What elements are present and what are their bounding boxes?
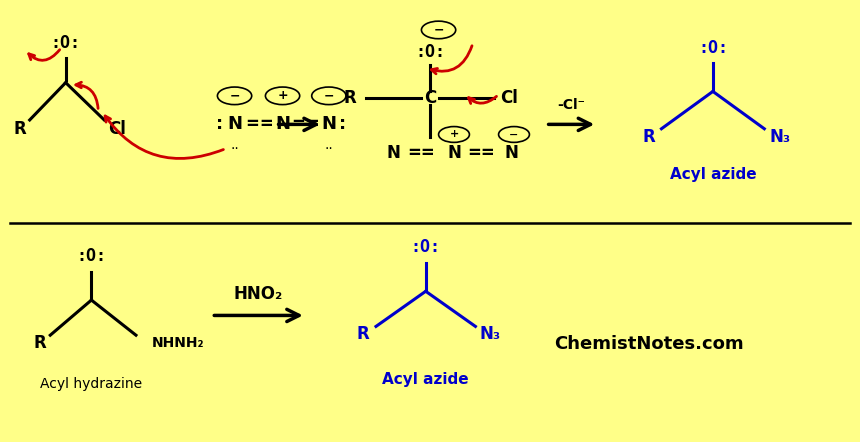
Text: Cl: Cl — [500, 89, 518, 107]
Text: ChemistNotes.com: ChemistNotes.com — [554, 335, 743, 353]
Text: :O:: :O: — [51, 34, 81, 52]
Text: R: R — [344, 89, 357, 107]
Text: -Cl⁻: -Cl⁻ — [557, 98, 586, 112]
Text: N₃: N₃ — [479, 325, 501, 343]
Text: C: C — [424, 89, 436, 107]
Text: HNO₂: HNO₂ — [234, 286, 283, 303]
Text: NHNH₂: NHNH₂ — [151, 335, 204, 350]
Text: N: N — [447, 144, 461, 162]
Text: :: : — [217, 115, 224, 133]
Text: N: N — [505, 144, 519, 162]
Text: ==: == — [468, 144, 495, 162]
Text: :O:: :O: — [415, 43, 445, 61]
Text: −: − — [509, 130, 519, 140]
Text: −: − — [433, 23, 444, 36]
Text: −: − — [230, 89, 240, 102]
Text: :O:: :O: — [411, 238, 440, 256]
Text: R: R — [642, 128, 655, 146]
Text: R: R — [34, 334, 46, 352]
Text: N₃: N₃ — [769, 128, 790, 146]
Text: Acyl azide: Acyl azide — [383, 372, 469, 387]
Text: :O:: :O: — [697, 38, 728, 57]
Text: +: + — [277, 89, 288, 102]
Text: :: : — [339, 115, 346, 133]
Text: +: + — [450, 130, 458, 140]
Text: Acyl azide: Acyl azide — [670, 168, 756, 183]
Text: ..: .. — [230, 138, 239, 152]
Text: R: R — [357, 325, 370, 343]
Text: =⁠=: =⁠= — [246, 115, 273, 133]
Text: N: N — [275, 115, 290, 133]
Text: :O:: :O: — [77, 247, 107, 265]
Text: N: N — [227, 115, 242, 133]
Text: Acyl hydrazine: Acyl hydrazine — [40, 377, 143, 391]
Text: N: N — [322, 115, 336, 133]
Text: ==: == — [408, 144, 435, 162]
Text: Cl: Cl — [108, 120, 126, 138]
Text: −: − — [323, 89, 334, 102]
Text: ..: .. — [324, 138, 333, 152]
Text: R: R — [13, 120, 26, 138]
Text: N: N — [386, 144, 400, 162]
Text: =⁠=: =⁠= — [292, 115, 320, 133]
